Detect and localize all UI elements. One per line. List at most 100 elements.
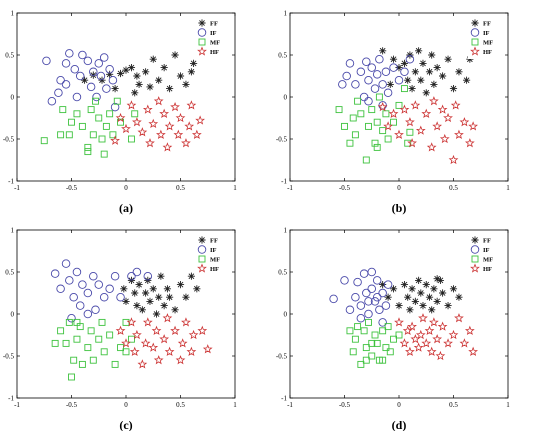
data-point-ff bbox=[436, 276, 445, 284]
data-point-if bbox=[96, 71, 106, 81]
data-point-hf bbox=[121, 338, 131, 348]
series-hf bbox=[377, 96, 478, 165]
data-point-ff bbox=[379, 47, 387, 55]
data-point-hf bbox=[448, 154, 459, 165]
data-point-mf bbox=[127, 135, 135, 143]
data-point-if bbox=[356, 67, 366, 77]
data-point-mf bbox=[346, 139, 354, 147]
data-point-if bbox=[367, 267, 377, 277]
data-point-hf bbox=[429, 317, 439, 327]
data-point-mf bbox=[384, 323, 392, 331]
data-point-hf bbox=[153, 355, 164, 365]
x-tick-label: -1 bbox=[14, 401, 20, 409]
data-point-hf bbox=[177, 338, 188, 348]
data-point-ff bbox=[449, 85, 458, 93]
data-point-hf bbox=[468, 121, 478, 131]
data-point-if bbox=[67, 313, 76, 323]
data-point-if bbox=[383, 280, 393, 289]
data-point-ff bbox=[166, 85, 174, 93]
data-point-ff bbox=[455, 68, 463, 76]
data-point-mf bbox=[78, 360, 86, 368]
data-point-if bbox=[116, 292, 125, 302]
legend: FF IF MF HF bbox=[195, 17, 231, 59]
data-point-if bbox=[54, 88, 63, 98]
data-point-hf bbox=[394, 317, 404, 327]
data-point-if bbox=[61, 80, 71, 89]
legend-label-ff: FF bbox=[483, 20, 491, 27]
data-point-mf bbox=[92, 97, 99, 105]
data-point-hf bbox=[448, 329, 459, 340]
data-point-ff bbox=[189, 59, 198, 67]
data-point-ff bbox=[146, 83, 154, 91]
data-point-hf bbox=[162, 313, 173, 323]
data-point-ff bbox=[395, 64, 403, 72]
data-point-ff bbox=[135, 281, 143, 289]
data-point-mf bbox=[73, 318, 81, 326]
series-ff bbox=[80, 51, 198, 97]
legend-marker-ff bbox=[198, 236, 206, 244]
data-point-ff bbox=[182, 80, 190, 88]
data-point-ff bbox=[415, 47, 423, 55]
data-point-mf bbox=[57, 131, 65, 139]
data-point-ff bbox=[384, 293, 392, 301]
x-tick-label: 0 bbox=[124, 184, 128, 192]
data-point-mf bbox=[100, 150, 108, 158]
data-point-mf bbox=[375, 93, 383, 101]
data-point-mf bbox=[131, 110, 139, 118]
data-point-if bbox=[351, 80, 360, 89]
data-point-mf bbox=[84, 143, 92, 151]
data-point-if bbox=[383, 88, 393, 98]
data-point-ff bbox=[411, 297, 419, 305]
legend-label-mf: MF bbox=[210, 39, 220, 46]
data-point-hf bbox=[388, 108, 399, 118]
data-point-mf bbox=[379, 127, 387, 135]
data-point-hf bbox=[164, 121, 175, 131]
x-tick-label: -1 bbox=[287, 184, 293, 192]
data-point-ff bbox=[422, 89, 430, 97]
data-point-hf bbox=[443, 112, 453, 123]
data-point-if bbox=[364, 309, 373, 319]
data-point-mf bbox=[65, 318, 73, 326]
data-point-ff bbox=[116, 69, 125, 78]
data-point-mf bbox=[401, 85, 408, 93]
data-point-ff bbox=[122, 66, 130, 74]
legend-marker-ff bbox=[471, 19, 479, 27]
data-point-hf bbox=[415, 329, 426, 340]
y-tick-label: -1 bbox=[8, 178, 14, 186]
data-point-mf bbox=[349, 348, 357, 356]
data-point-mf bbox=[379, 327, 387, 335]
data-point-hf bbox=[145, 138, 155, 148]
data-point-if bbox=[378, 288, 387, 298]
data-point-mf bbox=[354, 323, 362, 331]
data-point-if bbox=[394, 75, 404, 85]
data-point-mf bbox=[368, 339, 376, 347]
data-point-if bbox=[340, 276, 349, 285]
data-point-ff bbox=[157, 272, 165, 280]
data-point-hf bbox=[115, 112, 126, 123]
data-point-hf bbox=[405, 346, 415, 356]
data-point-ff bbox=[433, 275, 441, 283]
data-point-hf bbox=[153, 96, 164, 106]
data-point-if bbox=[364, 297, 373, 306]
data-point-mf bbox=[59, 106, 67, 114]
data-point-hf bbox=[464, 325, 475, 335]
data-point-mf bbox=[111, 360, 119, 368]
data-point-mf bbox=[89, 131, 97, 139]
legend-marker-if bbox=[470, 28, 480, 37]
data-point-ff bbox=[449, 285, 458, 293]
data-point-mf bbox=[368, 106, 376, 114]
legend-label-ff: FF bbox=[210, 237, 218, 244]
data-point-if bbox=[372, 276, 382, 285]
data-point-hf bbox=[159, 334, 170, 344]
data-point-mf bbox=[362, 356, 370, 364]
data-point-hf bbox=[181, 138, 191, 148]
data-point-mf bbox=[109, 131, 117, 139]
x-tick-label: 0.5 bbox=[449, 401, 458, 409]
data-point-ff bbox=[182, 293, 190, 301]
data-point-if bbox=[78, 50, 87, 60]
data-point-hf bbox=[454, 129, 464, 139]
data-point-if bbox=[83, 309, 93, 319]
data-point-mf bbox=[357, 110, 365, 118]
data-point-ff bbox=[135, 80, 143, 88]
data-point-mf bbox=[87, 327, 95, 335]
